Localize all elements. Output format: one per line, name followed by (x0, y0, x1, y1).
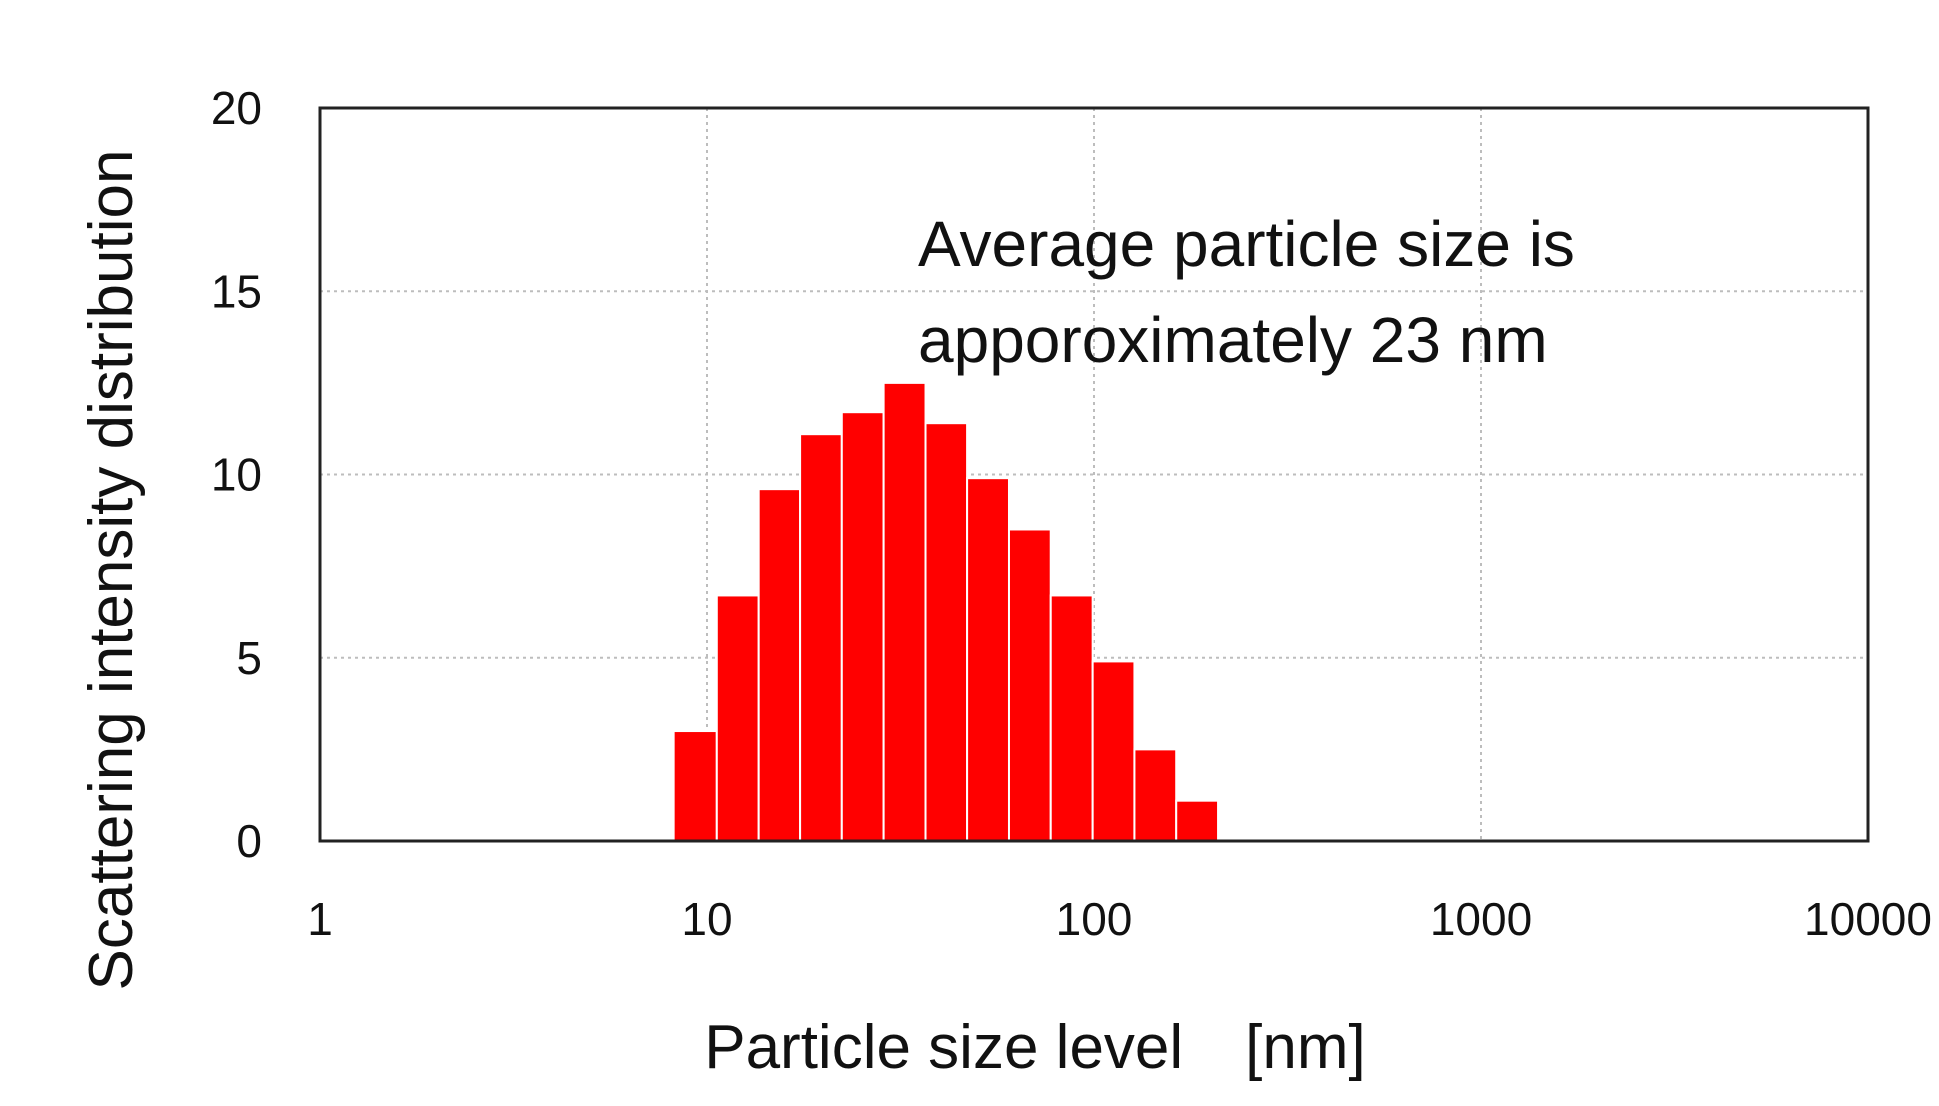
histogram-bar (882, 381, 927, 842)
histogram-bar (672, 730, 718, 842)
histogram-bar (840, 411, 885, 842)
y-axis-tick-labels: 0 5 10 15 20 (211, 82, 262, 867)
annotation-line-2: apporoximately 23 nm (918, 304, 1548, 376)
histogram-bar (966, 477, 1010, 842)
y-axis-title: Scattering intensity distribution (77, 150, 146, 991)
x-tick-label: 1000 (1430, 893, 1532, 945)
histogram-bar (799, 433, 843, 842)
x-tick-label: 10000 (1804, 893, 1932, 945)
histogram-bar (715, 594, 760, 842)
y-tick-label: 5 (236, 632, 262, 684)
histogram-bars (672, 381, 1220, 842)
y-tick-label: 10 (211, 449, 262, 501)
y-tick-label: 20 (211, 82, 262, 134)
histogram-bar (757, 488, 802, 842)
y-tick-label: 0 (236, 815, 262, 867)
histogram-bar (1091, 660, 1136, 842)
x-tick-label: 1 (307, 893, 333, 945)
x-tick-label: 10 (681, 893, 732, 945)
annotation-line-1: Average particle size is (918, 208, 1575, 280)
histogram-bar (924, 422, 969, 842)
histogram-bar (1007, 528, 1052, 842)
histogram-bar (1049, 594, 1094, 842)
histogram-bar (1133, 748, 1178, 842)
x-axis-tick-labels: 1 10 100 1000 10000 (307, 893, 1932, 945)
histogram-bar (1175, 799, 1220, 842)
x-axis-title: Particle size level [nm] (704, 1013, 1366, 1082)
plot-area-frame (318, 106, 1870, 843)
y-tick-label: 15 (211, 265, 262, 317)
x-tick-label: 100 (1056, 893, 1133, 945)
